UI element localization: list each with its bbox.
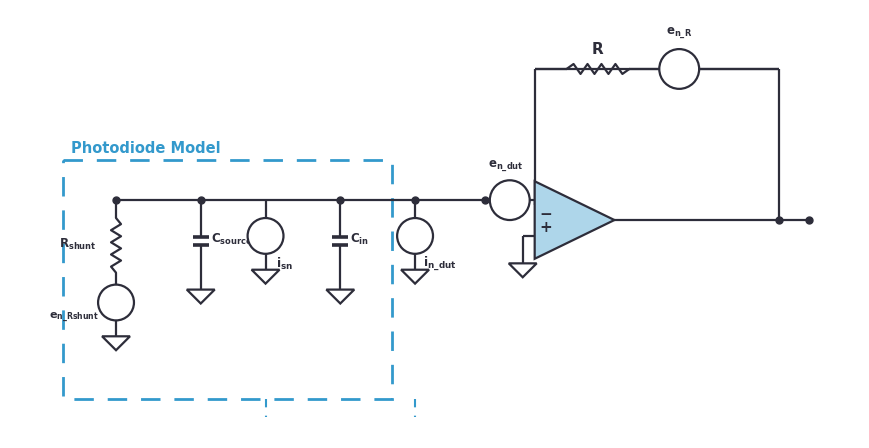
Text: $\mathbf{e_{n\_R}}$: $\mathbf{e_{n\_R}}$ bbox=[666, 26, 692, 41]
Text: −: − bbox=[539, 207, 552, 222]
Text: $\mathbf{R_{shunt}}$: $\mathbf{R_{shunt}}$ bbox=[59, 237, 96, 252]
Text: +: + bbox=[681, 62, 692, 75]
Text: −: − bbox=[110, 304, 121, 317]
Circle shape bbox=[248, 218, 283, 254]
Polygon shape bbox=[326, 289, 354, 303]
Text: $\mathbf{e_{n\_Rshunt}}$: $\mathbf{e_{n\_Rshunt}}$ bbox=[50, 310, 99, 324]
Circle shape bbox=[98, 284, 134, 320]
Text: −: − bbox=[665, 62, 675, 75]
Text: +: + bbox=[512, 194, 523, 207]
Text: $\mathbf{i_{n\_dut}}$: $\mathbf{i_{n\_dut}}$ bbox=[422, 254, 456, 273]
Text: $\mathbf{i_{sn}}$: $\mathbf{i_{sn}}$ bbox=[275, 256, 292, 272]
Polygon shape bbox=[534, 181, 614, 259]
Text: Photodiode Model: Photodiode Model bbox=[71, 142, 221, 156]
Text: +: + bbox=[110, 289, 121, 302]
Circle shape bbox=[659, 49, 699, 89]
Polygon shape bbox=[102, 336, 129, 350]
Text: $\mathbf{e_{n\_dut}}$: $\mathbf{e_{n\_dut}}$ bbox=[488, 159, 523, 174]
Text: $\mathbf{C_{in}}$: $\mathbf{C_{in}}$ bbox=[350, 233, 368, 247]
Text: +: + bbox=[539, 220, 552, 235]
Circle shape bbox=[489, 180, 529, 220]
Polygon shape bbox=[508, 263, 536, 277]
Circle shape bbox=[396, 218, 433, 254]
Polygon shape bbox=[187, 289, 215, 303]
Polygon shape bbox=[251, 270, 279, 284]
Text: −: − bbox=[495, 194, 506, 207]
Text: $\mathbf{C_{source}}$: $\mathbf{C_{source}}$ bbox=[210, 233, 252, 247]
Polygon shape bbox=[401, 270, 428, 284]
Text: R: R bbox=[592, 42, 603, 57]
